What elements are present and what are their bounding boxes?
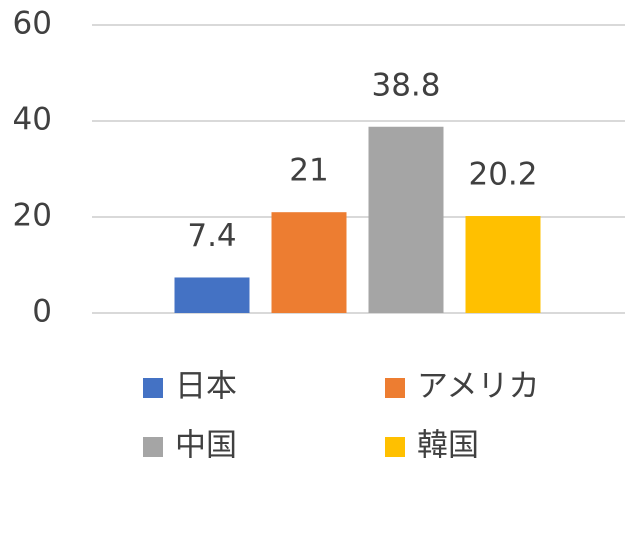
y-tick-label: 40 bbox=[13, 102, 52, 138]
legend-swatch bbox=[143, 378, 163, 398]
bar bbox=[368, 126, 444, 313]
legend-label: アメリカ bbox=[417, 369, 539, 405]
bar bbox=[271, 212, 347, 313]
legend-label: 韓国 bbox=[417, 428, 479, 464]
legend-swatch bbox=[385, 437, 405, 457]
legend-label: 中国 bbox=[175, 428, 237, 464]
data-label: 20.2 bbox=[468, 157, 537, 193]
legend-swatch bbox=[385, 378, 405, 398]
y-tick-label: 60 bbox=[13, 6, 52, 42]
y-tick-label: 20 bbox=[13, 198, 52, 234]
bar bbox=[465, 216, 541, 313]
data-label: 38.8 bbox=[371, 67, 440, 103]
bar bbox=[174, 277, 250, 313]
data-label: 21 bbox=[289, 153, 328, 189]
data-label: 7.4 bbox=[187, 218, 236, 254]
y-tick-label: 0 bbox=[32, 294, 52, 330]
legend-swatch bbox=[143, 437, 163, 457]
legend-label: 日本 bbox=[175, 369, 237, 405]
